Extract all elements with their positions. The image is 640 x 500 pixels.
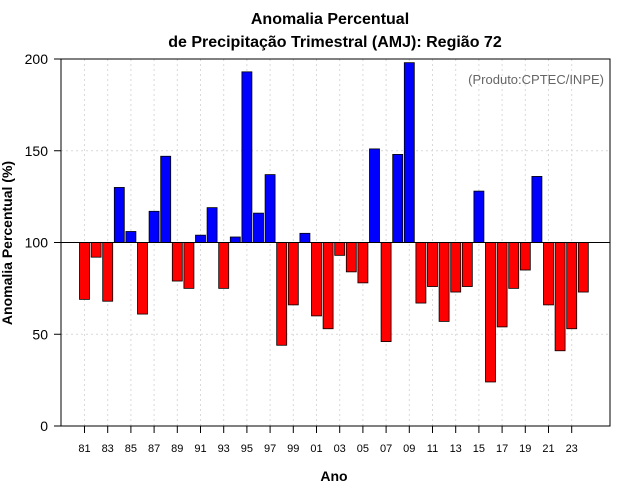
bar-13 xyxy=(450,242,462,293)
bar-86 xyxy=(137,242,148,315)
bar-00 xyxy=(299,232,311,243)
bar-96 xyxy=(253,212,264,243)
bar-94 xyxy=(229,236,241,243)
bar-92 xyxy=(206,207,218,243)
bar-21 xyxy=(543,242,554,306)
bar-18 xyxy=(508,242,520,289)
y-tick-label: 0 xyxy=(40,418,48,434)
bar-89 xyxy=(171,242,183,282)
bar-93 xyxy=(218,242,230,289)
bar-85 xyxy=(125,231,137,243)
bars xyxy=(79,62,589,383)
bar-19 xyxy=(519,242,531,271)
y-tick-label: 50 xyxy=(32,326,48,342)
x-tick-label: 93 xyxy=(218,443,230,455)
bar-98 xyxy=(276,242,288,346)
y-tick-label: 200 xyxy=(25,51,49,67)
bar-04 xyxy=(345,242,357,273)
x-tick-label: 89 xyxy=(171,443,183,455)
chart-subtitle: de Precipitação Trimestral (AMJ): Região… xyxy=(168,34,502,51)
x-axis-label: Ano xyxy=(320,468,347,484)
bar-83 xyxy=(102,242,114,302)
bar-91 xyxy=(195,234,206,243)
bar-02 xyxy=(322,242,334,330)
x-tick-label: 01 xyxy=(310,443,322,455)
bar-10 xyxy=(415,242,427,304)
bar-20 xyxy=(531,176,543,243)
x-tick-label: 03 xyxy=(334,443,346,455)
x-tick-label: 07 xyxy=(380,443,392,455)
x-tick-label: 83 xyxy=(102,443,114,455)
chart-title: Anomalia Percentual xyxy=(251,11,409,28)
bar-12 xyxy=(438,242,450,322)
bar-09 xyxy=(403,62,415,243)
bar-97 xyxy=(264,174,276,243)
bar-88 xyxy=(160,155,172,243)
bar-23 xyxy=(566,242,578,330)
bar-14 xyxy=(461,242,473,287)
x-tick-label: 11 xyxy=(427,443,438,455)
y-tick-label: 100 xyxy=(25,235,49,251)
x-tick-label: 99 xyxy=(287,443,299,455)
x-tick-label: 91 xyxy=(194,443,206,455)
bar-08 xyxy=(392,154,404,243)
x-tick-label: 87 xyxy=(148,443,160,455)
bar-95 xyxy=(241,71,253,243)
x-tick-label: 81 xyxy=(78,443,90,455)
x-tick-label: 85 xyxy=(125,443,137,455)
x-tick-label: 95 xyxy=(241,443,253,455)
x-axis: 81 83 85 87 89 91 93 95 97 99 01 03 05 07 09 11 13 15 17 19… xyxy=(78,426,578,455)
bar-17 xyxy=(496,242,508,328)
x-tick-label: 15 xyxy=(473,443,485,455)
bar-01 xyxy=(311,242,322,317)
x-tick-label: 17 xyxy=(496,443,508,455)
x-tick-label: 23 xyxy=(566,443,578,455)
bar-03 xyxy=(334,242,346,256)
x-tick-label: 13 xyxy=(450,443,462,455)
bar-24 xyxy=(577,242,589,293)
y-tick-label: 150 xyxy=(25,143,49,159)
bar-05 xyxy=(357,242,369,284)
source-annotation: (Produto:CPTEC/INPE) xyxy=(468,72,604,87)
x-tick-label: 19 xyxy=(519,443,531,455)
x-tick-label: 09 xyxy=(403,443,415,455)
bar-22 xyxy=(554,242,566,352)
bar-15 xyxy=(473,190,485,243)
bar-90 xyxy=(183,242,195,289)
bar-81 xyxy=(79,242,90,300)
bar-06 xyxy=(369,148,380,243)
bar-87 xyxy=(148,210,160,243)
x-tick-label: 21 xyxy=(542,443,554,455)
bar-84 xyxy=(113,187,125,243)
y-axis: 0 50 100 150 200 xyxy=(25,51,61,434)
x-tick-label: 05 xyxy=(357,443,369,455)
bar-82 xyxy=(90,242,102,258)
x-tick-label: 97 xyxy=(264,443,276,455)
bar-07 xyxy=(380,242,392,342)
bar-16 xyxy=(485,242,496,383)
y-axis-label: Anomalia Percentual (%) xyxy=(0,161,15,325)
bar-99 xyxy=(287,242,299,306)
bar-11 xyxy=(427,242,438,287)
